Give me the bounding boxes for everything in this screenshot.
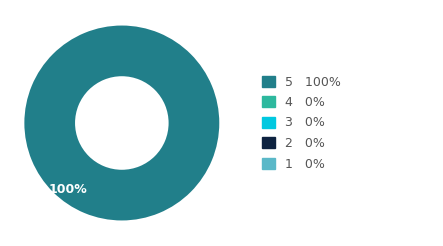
Legend: 5   100%, 4   0%, 3   0%, 2   0%, 1   0%: 5 100%, 4 0%, 3 0%, 2 0%, 1 0% — [262, 76, 341, 170]
Wedge shape — [24, 26, 219, 220]
Text: 100%: 100% — [49, 183, 88, 196]
